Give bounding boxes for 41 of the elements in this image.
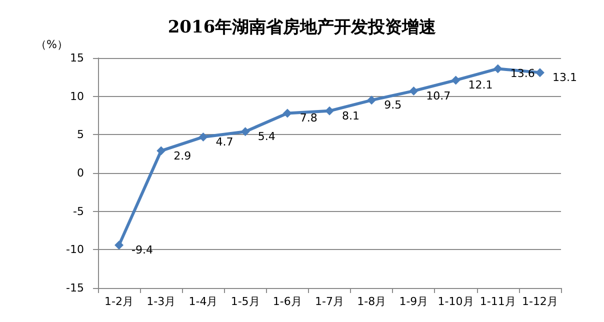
point bbox=[282, 108, 292, 118]
x-tick-label: 1-7月 bbox=[315, 295, 344, 308]
data-label: 9.5 bbox=[384, 98, 402, 112]
point bbox=[240, 127, 250, 136]
x-tick-label: 1-10月 bbox=[438, 295, 474, 308]
chart-title: 2016年湖南省房地产开发投资增速 bbox=[168, 18, 436, 38]
point bbox=[156, 146, 166, 156]
x-tick-label: 1-12月 bbox=[522, 295, 558, 308]
point bbox=[198, 132, 208, 142]
y-tick-label: -15 bbox=[66, 282, 84, 294]
data-label: 10.7 bbox=[426, 89, 451, 102]
y-tick-label: 15 bbox=[70, 52, 84, 64]
data-label: 5.4 bbox=[258, 130, 276, 144]
data-label: 7.8 bbox=[300, 112, 318, 125]
point bbox=[367, 96, 376, 105]
y-tick-label: -10 bbox=[66, 243, 84, 256]
x-tick-label: 1-9月 bbox=[399, 295, 428, 308]
point bbox=[493, 64, 502, 74]
point bbox=[114, 240, 124, 250]
y-tick-label: 5 bbox=[77, 128, 84, 142]
data-label: 2.9 bbox=[174, 149, 192, 162]
y-tick-label: 10 bbox=[70, 90, 84, 103]
x-tick-label: 1-5月 bbox=[230, 295, 260, 308]
y-tick-label: -5 bbox=[73, 204, 84, 218]
x-tick-label: 1-2月 bbox=[104, 295, 134, 308]
point bbox=[451, 76, 460, 85]
data-label: 8.1 bbox=[342, 109, 360, 122]
point bbox=[535, 68, 544, 78]
x-tick-label: 1-11月 bbox=[480, 295, 516, 308]
y-tick-label: 0 bbox=[77, 166, 84, 180]
y-axis-title: （%） bbox=[36, 38, 68, 51]
point bbox=[325, 106, 334, 116]
data-label: 12.1 bbox=[468, 78, 493, 92]
x-tick-label: 1-8月 bbox=[357, 295, 386, 308]
x-tick-label: 1-6月 bbox=[272, 295, 302, 308]
data-label: 13.1 bbox=[552, 71, 577, 84]
data-label: 4.7 bbox=[216, 135, 234, 148]
data-label: -9.4 bbox=[132, 244, 154, 257]
x-tick-label: 1-3月 bbox=[146, 295, 176, 308]
x-tick-label: 1-4月 bbox=[188, 295, 218, 308]
point bbox=[409, 86, 418, 96]
